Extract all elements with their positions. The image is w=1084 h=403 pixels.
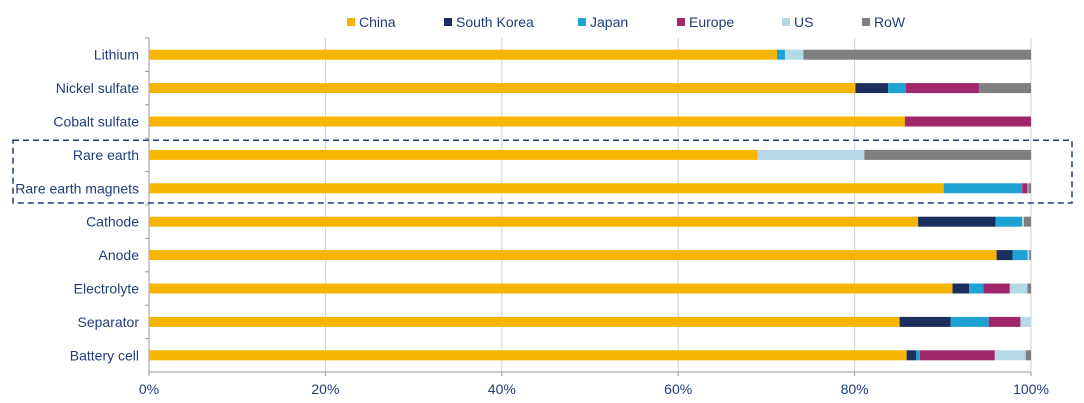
y-tick-label: Electrolyte xyxy=(74,281,140,297)
x-tick-label: 20% xyxy=(311,381,339,397)
bar-segment-japan xyxy=(943,183,1023,194)
y-tick-label: Cobalt sulfate xyxy=(53,114,139,130)
bar-segment-china xyxy=(149,283,953,294)
bar-segment-china xyxy=(149,350,907,361)
bar-segment-china xyxy=(149,83,856,94)
bar-segment-europe xyxy=(983,283,1010,294)
bar-segment-row xyxy=(1027,283,1031,294)
bar-segment-south-korea xyxy=(906,350,917,361)
bar-segment-south-korea xyxy=(899,316,951,327)
bar-segment-south-korea xyxy=(996,250,1013,261)
y-tick-label: Battery cell xyxy=(70,347,139,363)
bar-segment-china xyxy=(149,149,758,160)
y-tick-label: Nickel sulfate xyxy=(56,80,139,96)
x-tick-label: 80% xyxy=(841,381,869,397)
y-tick-label: Anode xyxy=(99,247,140,263)
x-tick-label: 60% xyxy=(664,381,692,397)
y-tick-label: Rare earth magnets xyxy=(15,180,139,196)
y-tick-label: Rare earth xyxy=(73,147,139,163)
bar-segment-row xyxy=(1023,216,1031,227)
bar-segment-japan xyxy=(776,49,785,60)
bar-segment-japan xyxy=(1012,250,1028,261)
y-tick-label: Cathode xyxy=(86,214,139,230)
bar-segment-china xyxy=(149,316,900,327)
bar-segment-row xyxy=(1028,183,1031,194)
bar-segment-japan xyxy=(888,83,906,94)
bar-segment-south-korea xyxy=(952,283,970,294)
bar-segment-us xyxy=(757,149,865,160)
bar-segment-row xyxy=(978,83,1031,94)
bar-segment-us xyxy=(1027,183,1029,194)
bar-segment-japan xyxy=(950,316,989,327)
bar-segment-china xyxy=(149,250,997,261)
bar-segment-europe xyxy=(905,83,979,94)
x-tick-label: 40% xyxy=(488,381,516,397)
bar-segment-japan xyxy=(916,350,920,361)
bar-segment-us xyxy=(1009,283,1028,294)
bar-segment-china xyxy=(149,116,905,127)
bar-segment-south-korea xyxy=(855,83,889,94)
bar-segment-us xyxy=(1027,250,1030,261)
bar-segment-us xyxy=(1020,316,1031,327)
bar-segment-europe xyxy=(1022,183,1028,194)
bar-segment-row xyxy=(1025,350,1031,361)
bar-segment-china xyxy=(149,183,944,194)
x-tick-label: 0% xyxy=(139,381,159,397)
highlight-box xyxy=(12,139,1073,204)
bar-segment-europe xyxy=(904,116,1031,127)
bar-segment-europe xyxy=(988,316,1021,327)
bar-segment-japan xyxy=(995,216,1023,227)
y-tick-label: Lithium xyxy=(94,47,139,63)
bar-segment-us xyxy=(784,49,804,60)
bar-segment-japan xyxy=(969,283,984,294)
y-tick-label: Separator xyxy=(78,314,140,330)
bar-segment-row xyxy=(864,149,1031,160)
bar-segment-south-korea xyxy=(918,216,996,227)
bar-segment-row xyxy=(803,49,1031,60)
bar-segment-us xyxy=(994,350,1026,361)
bar-segment-us xyxy=(1022,216,1024,227)
bar-segment-row xyxy=(1029,250,1031,261)
bar-segment-china xyxy=(149,216,919,227)
bar-segment-china xyxy=(149,49,777,60)
x-tick-label: 100% xyxy=(1013,381,1049,397)
bar-segment-europe xyxy=(919,350,995,361)
